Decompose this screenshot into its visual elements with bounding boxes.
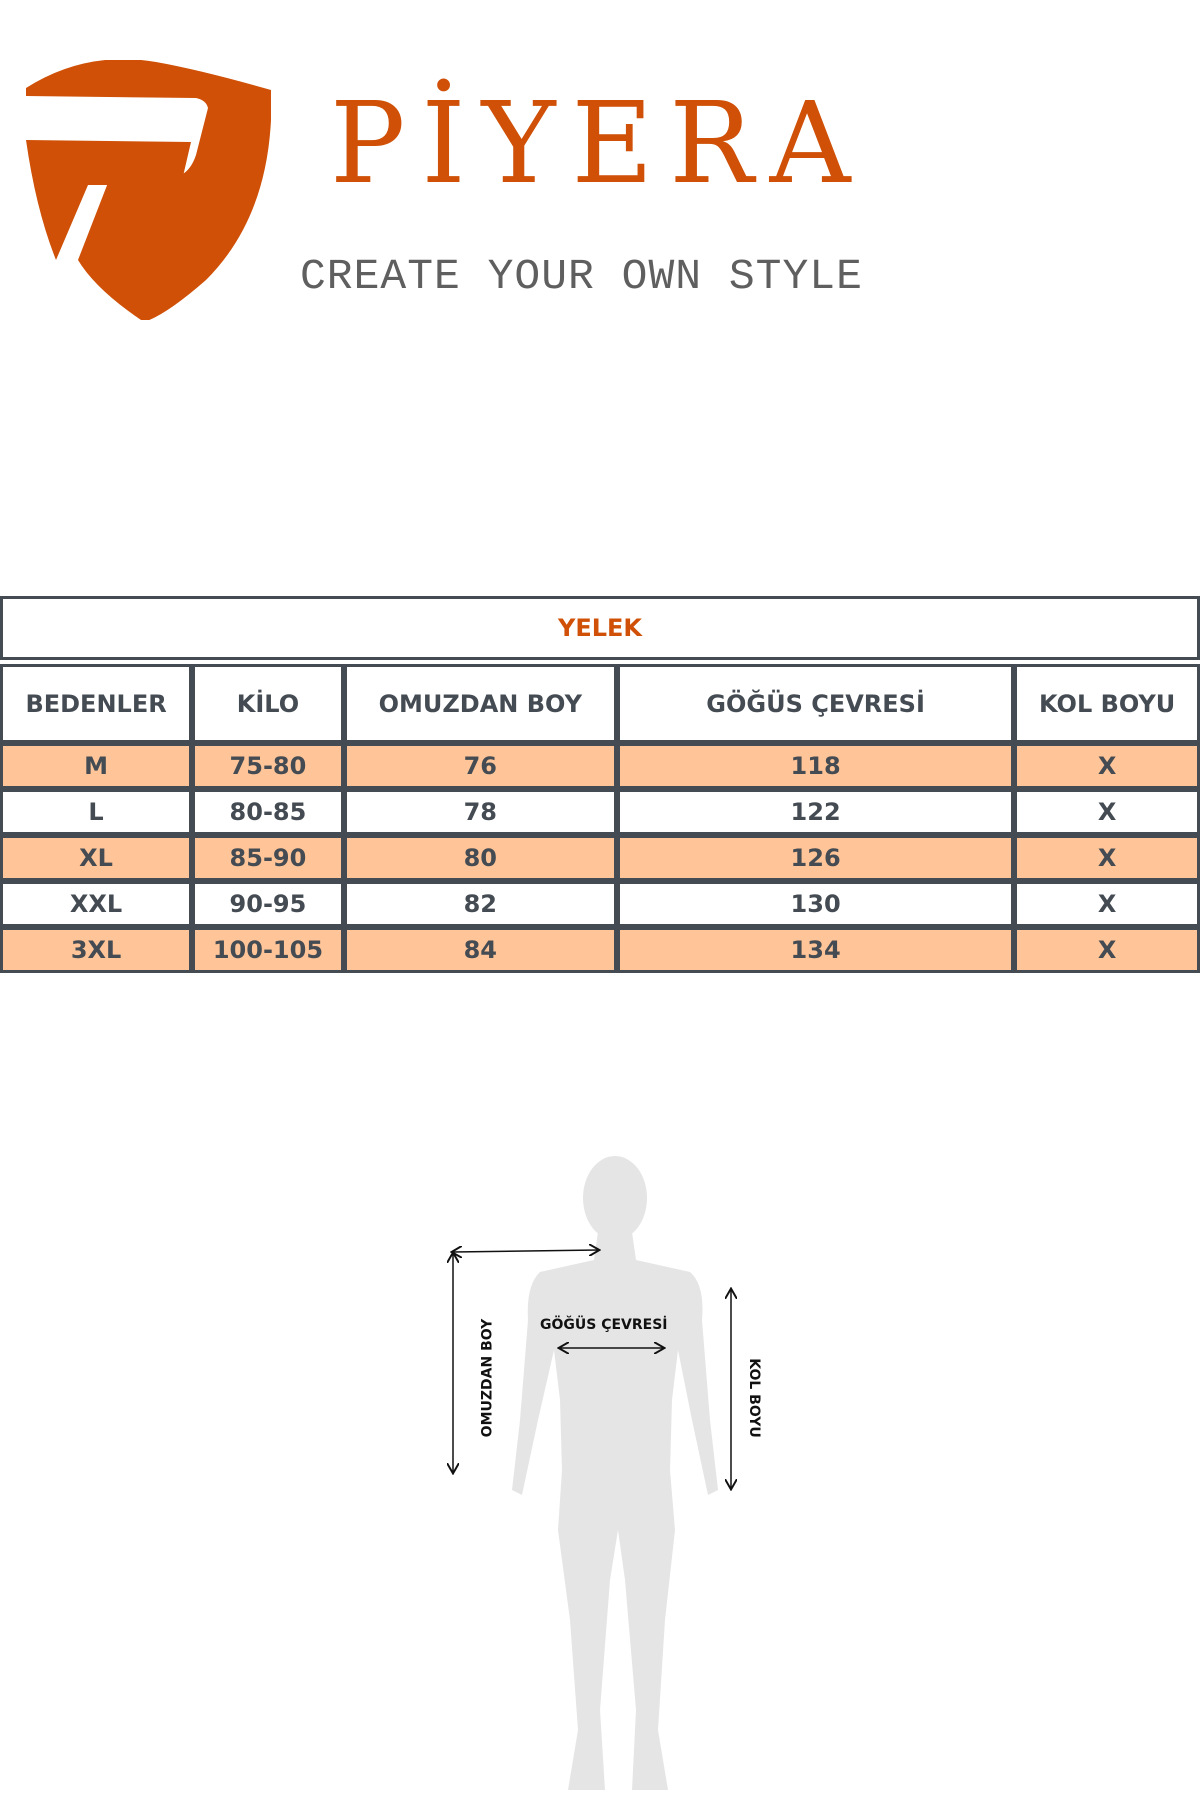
table-row: M 75-80 76 118 X [0, 743, 1200, 789]
cell-sleeve: X [1014, 881, 1200, 927]
table-row: L 80-85 78 122 X [0, 789, 1200, 835]
cell-chest: 118 [616, 743, 1015, 789]
cell-sleeve: X [1014, 789, 1200, 835]
cell-shoulder: 76 [343, 743, 617, 789]
table-row: XXL 90-95 82 130 X [0, 881, 1200, 927]
cell-weight: 85-90 [192, 835, 344, 881]
brand-logo-shield [26, 60, 271, 320]
header-size: BEDENLER [0, 664, 193, 743]
cell-chest: 134 [616, 927, 1015, 973]
cell-sleeve: X [1014, 835, 1200, 881]
cell-chest: 122 [616, 789, 1015, 835]
cell-size: M [0, 743, 193, 789]
header-chest: GÖĞÜS ÇEVRESİ [616, 664, 1015, 743]
cell-shoulder: 84 [343, 927, 617, 973]
brand-name: PİYERA [330, 79, 867, 209]
cell-size: L [0, 789, 193, 835]
shoulder-length-label: OMUZDAN BOY [479, 1318, 496, 1438]
body-silhouette [440, 1156, 760, 1790]
shoulder-arrow [453, 1250, 598, 1252]
cell-sleeve: X [1014, 743, 1200, 789]
cell-chest: 126 [616, 835, 1015, 881]
cell-size: XXL [0, 881, 193, 927]
table-row: 3XL 100-105 84 134 X [0, 927, 1200, 973]
cell-size: 3XL [0, 927, 193, 973]
cell-sleeve: X [1014, 927, 1200, 973]
header-weight: KİLO [192, 664, 344, 743]
header-shoulder-length: OMUZDAN BOY [343, 664, 617, 743]
sleeve-label: KOL BOYU [745, 1358, 762, 1438]
cell-weight: 90-95 [192, 881, 344, 927]
header-sleeve: KOL BOYU [1014, 664, 1200, 743]
header-row: BEDENLER KİLO OMUZDAN BOY GÖĞÜS ÇEVRESİ … [0, 664, 1200, 743]
cell-shoulder: 82 [343, 881, 617, 927]
cell-weight: 75-80 [192, 743, 344, 789]
cell-chest: 130 [616, 881, 1015, 927]
table-title: YELEK [0, 596, 1200, 660]
size-chart-table: YELEK BEDENLER KİLO OMUZDAN BOY GÖĞÜS ÇE… [0, 596, 1200, 973]
table-row: XL 85-90 80 126 X [0, 835, 1200, 881]
cell-weight: 100-105 [192, 927, 344, 973]
cell-size: XL [0, 835, 193, 881]
chest-label: GÖĞÜS ÇEVRESİ [540, 1317, 668, 1333]
cell-shoulder: 78 [343, 789, 617, 835]
cell-shoulder: 80 [343, 835, 617, 881]
measurement-diagram: OMUZDAN BOY GÖĞÜS ÇEVRESİ KOL BOYU [440, 1150, 762, 1800]
brand-tagline: CREATE YOUR OWN STYLE [300, 252, 863, 301]
cell-weight: 80-85 [192, 789, 344, 835]
